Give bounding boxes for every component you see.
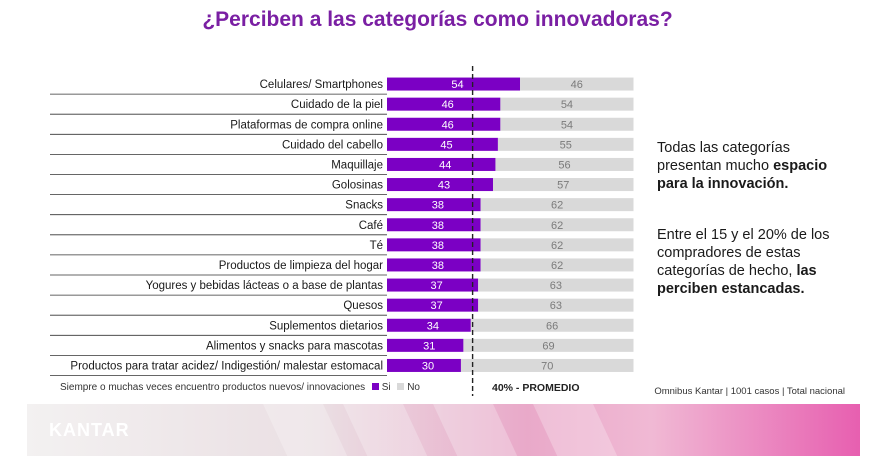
bar-si-value: 46: [442, 119, 454, 131]
category-label: Maquillaje: [331, 159, 383, 171]
average-label: 40% - PROMEDIO: [492, 382, 580, 394]
legend-si-label: Si: [381, 382, 391, 393]
category-label: Suplementos dietarios: [269, 320, 383, 332]
category-label: Yogures y bebidas lácteas o a base de pl…: [146, 280, 384, 292]
bar-si: [387, 258, 481, 272]
bar-si-value: 31: [423, 340, 435, 352]
insight-2-text: Entre el 15 y el 20% de los compradores …: [657, 227, 830, 279]
bar-si-value: 43: [438, 180, 450, 192]
bar-no-value: 62: [551, 260, 563, 272]
bar-no-value: 55: [560, 139, 572, 151]
bar-no-value: 62: [551, 240, 563, 252]
bar-no: [460, 358, 634, 372]
footer-stripe: [428, 404, 526, 456]
category-label: Productos de limpieza del hogar: [219, 260, 383, 272]
bar-si-value: 34: [427, 320, 439, 332]
bar-no-value: 63: [550, 280, 562, 292]
bar-si-value: 38: [432, 200, 444, 212]
category-label: Celulares/ Smartphones: [260, 79, 384, 91]
source-note: Omnibus Kantar | 1001 casos | Total naci…: [654, 386, 845, 397]
bar-no-value: 66: [546, 320, 558, 332]
category-label: Quesos: [343, 300, 383, 312]
insight-1-text: Todas las categorías presentan mucho: [657, 140, 790, 174]
bar-no-value: 69: [542, 340, 554, 352]
bar-no: [495, 157, 634, 171]
bar-no: [500, 117, 634, 131]
category-label: Golosinas: [332, 180, 383, 192]
bar-si: [387, 358, 461, 372]
bar-si: [387, 318, 471, 332]
bar-si: [387, 157, 496, 171]
bar-si: [387, 117, 501, 131]
bar-si: [387, 77, 521, 91]
bar-no: [478, 278, 634, 292]
bar-no: [520, 77, 634, 91]
category-label: Plataformas de compra online: [230, 119, 383, 131]
bar-si: [387, 298, 479, 312]
bar-si-value: 38: [432, 240, 444, 252]
bar-no: [480, 198, 634, 212]
legend-no-swatch-icon: [397, 383, 405, 390]
bar-no-value: 70: [541, 360, 553, 372]
bar-si-value: 30: [422, 360, 434, 372]
legend-question-text: Siempre o muchas veces encuentro product…: [59, 382, 366, 393]
bar-no: [480, 238, 634, 252]
bar-no-value: 63: [550, 300, 562, 312]
bar-si-value: 46: [442, 99, 454, 111]
category-label: Cuidado del cabello: [282, 139, 383, 151]
bar-no-value: 54: [561, 119, 573, 131]
footer-stripe: [338, 404, 436, 456]
bar-si: [387, 278, 479, 292]
bar-no-value: 62: [551, 200, 563, 212]
category-label: Alimentos y snacks para mascotas: [206, 340, 383, 352]
bar-no: [492, 178, 634, 192]
category-label: Cuidado de la piel: [291, 99, 383, 111]
bar-no: [478, 298, 634, 312]
bar-si-value: 37: [430, 280, 442, 292]
bar-si-value: 38: [432, 260, 444, 272]
insight-paragraph-2: Entre el 15 y el 20% de los compradores …: [657, 226, 857, 298]
bar-no-value: 54: [561, 99, 573, 111]
footer-banner: KANTAR: [27, 404, 860, 456]
page-title: ¿Perciben a las categorías como innovado…: [202, 8, 673, 31]
insight-2-bold: las perciben estancadas.: [657, 263, 817, 297]
bar-si: [387, 338, 464, 352]
bar-no-value: 46: [571, 79, 583, 91]
footer-stripe: [528, 404, 626, 456]
bar-no: [497, 137, 634, 151]
category-label: Café: [359, 220, 383, 232]
bar-no: [500, 97, 634, 111]
bar-si-value: 37: [430, 300, 442, 312]
legend-question: Siempre o muchas veces encuentro product…: [60, 382, 420, 393]
insight-paragraph-1: Todas las categorías presentan mucho esp…: [657, 139, 857, 193]
legend-no-label: No: [407, 382, 420, 393]
bar-si: [387, 198, 481, 212]
bar-si: [387, 137, 498, 151]
bar-no-value: 62: [551, 220, 563, 232]
bar-si-value: 45: [440, 139, 452, 151]
category-label: Productos para tratar acidez/ Indigestió…: [70, 360, 383, 372]
bar-no-value: 57: [557, 180, 569, 192]
bar-no-value: 56: [558, 159, 570, 171]
footer-stripe: [258, 404, 356, 456]
bar-si-value: 54: [451, 79, 463, 91]
bar-si: [387, 238, 481, 252]
category-label: Té: [370, 240, 383, 252]
bar-no: [480, 218, 634, 232]
insight-1-bold: espacio para la innovación.: [657, 158, 828, 192]
legend-si-swatch-icon: [371, 383, 379, 390]
bar-no: [470, 318, 634, 332]
bar-si: [387, 218, 481, 232]
bar-no: [480, 258, 634, 272]
kantar-logo: KANTAR: [49, 420, 130, 440]
bar-no: [463, 338, 634, 352]
bar-si-value: 44: [439, 159, 451, 171]
bar-si: [387, 178, 493, 192]
category-label: Snacks: [345, 200, 383, 212]
bar-si-value: 38: [432, 220, 444, 232]
